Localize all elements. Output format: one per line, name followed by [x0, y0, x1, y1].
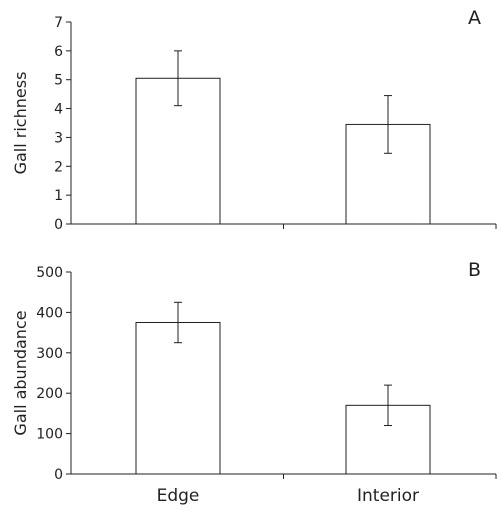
category-label-interior: Interior [357, 486, 419, 506]
bar-edge [135, 322, 221, 475]
y-tick-label: 5 [54, 73, 63, 89]
panel-a-gall-richness: 0 1 2 3 4 5 6 7 Gall richness A [11, 7, 497, 233]
y-tick-label: 0 [54, 467, 63, 483]
y-axis-title: Gall abundance [11, 310, 30, 435]
category-label-edge: Edge [157, 486, 200, 506]
y-tick-label: 1 [54, 188, 63, 204]
y-tick-label: 6 [54, 44, 63, 60]
y-tick-label: 0 [54, 217, 63, 233]
y-tick-label: 400 [36, 305, 63, 321]
panel-b-gall-abundance: 0 100 200 300 400 500 Gall abundance B Edge Inter… [11, 259, 497, 506]
y-tick-label: 500 [36, 265, 63, 281]
panel-letter: A [468, 7, 481, 29]
y-tick-label: 7 [54, 15, 63, 31]
y-tick-label: 3 [54, 130, 63, 146]
y-tick-label: 300 [36, 346, 63, 362]
y-tick-label: 2 [54, 159, 63, 175]
y-axis-title: Gall richness [11, 72, 30, 175]
panel-letter: B [468, 259, 481, 281]
y-tick-label: 200 [36, 386, 63, 402]
y-tick-label: 100 [36, 427, 63, 443]
y-tick-label: 4 [54, 102, 63, 118]
